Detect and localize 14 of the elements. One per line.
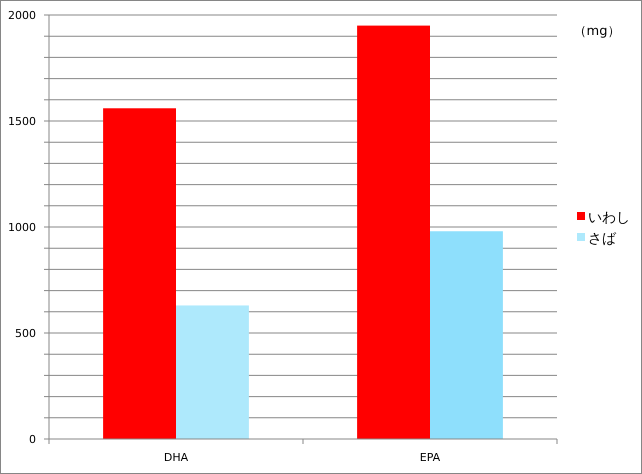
x-tick-label: DHA <box>164 451 189 464</box>
x-tick-label: EPA <box>420 451 441 464</box>
y-tick-label: 1500 <box>8 115 36 128</box>
y-tick-label: 1000 <box>8 221 36 234</box>
legend-label: さば <box>588 231 617 247</box>
y-tick-label: 500 <box>15 327 36 340</box>
y-tick-label: 2000 <box>8 9 36 22</box>
y-axis-title: （mg） <box>574 24 620 39</box>
bar <box>430 231 503 439</box>
bar <box>103 108 176 439</box>
y-tick-label: 0 <box>29 433 36 446</box>
bar <box>176 305 249 439</box>
bar <box>357 26 430 439</box>
legend-label: いわし <box>588 210 630 226</box>
